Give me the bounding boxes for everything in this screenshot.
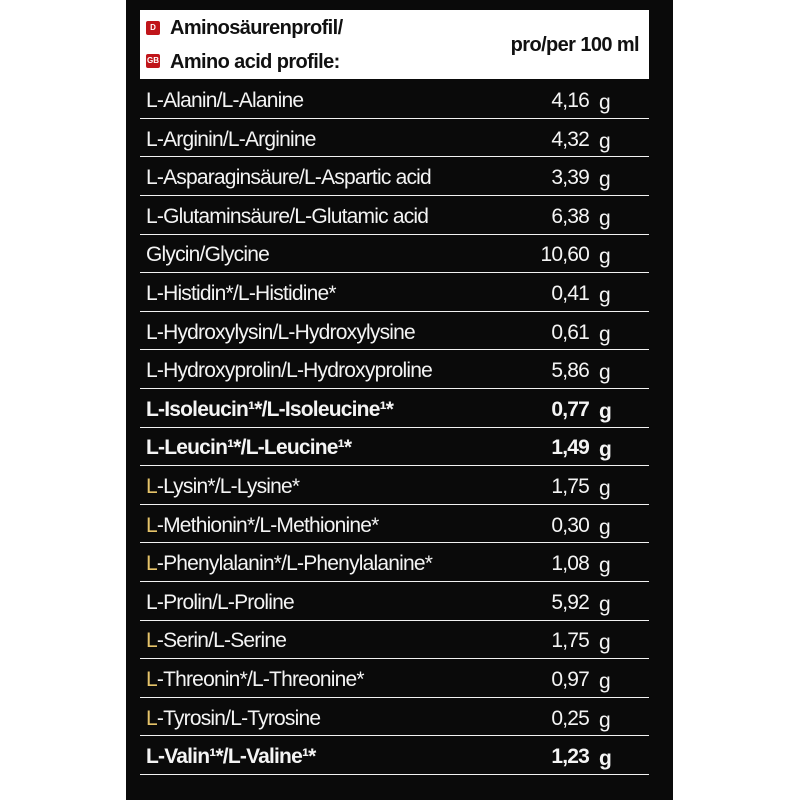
amount-unit: g xyxy=(599,592,611,616)
table-row: L-Isoleucin¹*/L-Isoleucine¹* 0,77 g xyxy=(140,391,649,428)
amount-value: 0,61 xyxy=(551,320,589,344)
table-row: L-Hydroxylysin/L-Hydroxylysine 0,61 g xyxy=(140,314,649,351)
amount-unit: g xyxy=(599,129,611,153)
table-row: L-Lysin*/L-Lysine* 1,75 g xyxy=(140,468,649,505)
amino-acid-name: L-Histidin*/L-Histidine* xyxy=(146,281,337,305)
amino-acid-name: L-Valin¹*/L-Valine¹* xyxy=(146,745,316,769)
amount-value: 5,86 xyxy=(551,359,589,383)
amount-unit: g xyxy=(599,438,612,462)
table-header: D Aminosäurenprofil/ GB Amino acid profi… xyxy=(140,10,649,79)
amino-acid-name: L-Tyrosin/L-Tyrosine xyxy=(146,706,321,730)
amino-acid-name: L-Threonin*/L-Threonine* xyxy=(146,667,365,691)
table-row: L-Tyrosin/L-Tyrosine 0,25 g xyxy=(140,700,649,737)
table-row: L-Hydroxyprolin/L-Hydroxyproline 5,86 g xyxy=(140,352,649,389)
amino-acid-name: Glycin/Glycine xyxy=(146,243,270,267)
british-flag-icon: GB xyxy=(146,54,160,68)
amino-acid-name: L-Lysin*/L-Lysine* xyxy=(146,474,300,498)
amino-acid-name: L-Hydroxylysin/L-Hydroxylysine xyxy=(146,320,416,344)
amount-value: 1,08 xyxy=(551,552,589,576)
amino-acid-name: L-Methionin*/L-Methionine* xyxy=(146,513,379,537)
amino-acid-name: L-Arginin/L-Arginine xyxy=(146,127,316,151)
german-flag-icon: D xyxy=(146,21,160,35)
amount-value: 3,39 xyxy=(551,166,589,190)
amount-value: 1,49 xyxy=(551,436,589,460)
amino-acid-name: L-Hydroxyprolin/L-Hydroxyproline xyxy=(146,359,433,383)
table-row: L-Histidin*/L-Histidine* 0,41 g xyxy=(140,275,649,312)
header-title-german: Aminosäurenprofil/ xyxy=(170,17,343,39)
header-column-unit: pro/per 100 ml xyxy=(510,34,640,56)
header-title-english: Amino acid profile: xyxy=(170,51,340,73)
table-row: L-Arginin/L-Arginine 4,32 g xyxy=(140,121,649,158)
amount-unit: g xyxy=(599,631,611,655)
amount-unit: g xyxy=(599,708,611,732)
amount-value: 1,23 xyxy=(551,745,589,769)
table-row: L-Phenylalanin*/L-Phenylalanine* 1,08 g xyxy=(140,545,649,582)
amount-value: 6,38 xyxy=(551,204,589,228)
table-row: L-Methionin*/L-Methionine* 0,30 g xyxy=(140,507,649,544)
amount-unit: g xyxy=(599,206,611,230)
table-row: L-Asparaginsäure/L-Aspartic acid 3,39 g xyxy=(140,159,649,196)
table-row: L-Prolin/L-Proline 5,92 g xyxy=(140,584,649,621)
amount-unit: g xyxy=(599,515,611,539)
amount-unit: g xyxy=(599,361,611,385)
table-row: L-Threonin*/L-Threonine* 0,97 g xyxy=(140,661,649,698)
amount-unit: g xyxy=(599,168,611,192)
amount-value: 0,30 xyxy=(551,513,589,537)
amount-unit: g xyxy=(599,747,612,771)
amount-value: 0,25 xyxy=(551,706,589,730)
amount-value: 4,32 xyxy=(551,127,589,151)
amount-value: 0,97 xyxy=(551,667,589,691)
amount-unit: g xyxy=(599,283,611,307)
amount-unit: g xyxy=(599,476,611,500)
amino-acid-name: L-Leucin¹*/L-Leucine¹* xyxy=(146,436,352,460)
amino-acid-name: L-Serin/L-Serine xyxy=(146,629,287,653)
label-panel xyxy=(126,0,673,800)
amount-value: 5,92 xyxy=(551,590,589,614)
amount-value: 4,16 xyxy=(551,89,589,112)
amount-value: 0,41 xyxy=(551,281,589,305)
table-row: Glycin/Glycine 10,60 g xyxy=(140,236,649,274)
table-row: L-Leucin¹*/L-Leucine¹* 1,49 g xyxy=(140,429,649,467)
amino-acid-name: L-Glutaminsäure/L-Glutamic acid xyxy=(146,204,429,228)
amount-unit: g xyxy=(599,554,611,578)
amino-acid-name: L-Phenylalanin*/L-Phenylalanine* xyxy=(146,552,433,576)
amino-acid-name: L-Isoleucin¹*/L-Isoleucine¹* xyxy=(146,397,394,421)
amount-value: 1,75 xyxy=(551,629,589,653)
amount-unit: g xyxy=(599,322,611,346)
amino-acid-name: L-Prolin/L-Proline xyxy=(146,590,295,614)
table-row: L-Glutaminsäure/L-Glutamic acid 6,38 g xyxy=(140,198,649,235)
amount-unit: g xyxy=(599,245,611,269)
amount-unit: g xyxy=(599,399,612,423)
amount-unit: g xyxy=(599,91,611,114)
amount-value: 10,60 xyxy=(540,243,589,267)
amino-acid-table: L-Alanin/L-Alanine 4,16 g L-Arginin/L-Argin… xyxy=(140,82,649,777)
table-row: L-Serin/L-Serine 1,75 g xyxy=(140,622,649,660)
amount-value: 0,77 xyxy=(551,397,589,421)
table-row: L-Alanin/L-Alanine 4,16 g xyxy=(140,82,649,119)
amino-acid-name: L-Asparaginsäure/L-Aspartic acid xyxy=(146,166,432,190)
table-row: L-Valin¹*/L-Valine¹* 1,23 g xyxy=(140,738,649,775)
amino-acid-name: L-Alanin/L-Alanine xyxy=(146,89,304,112)
amount-unit: g xyxy=(599,669,611,693)
amount-value: 1,75 xyxy=(551,474,589,498)
